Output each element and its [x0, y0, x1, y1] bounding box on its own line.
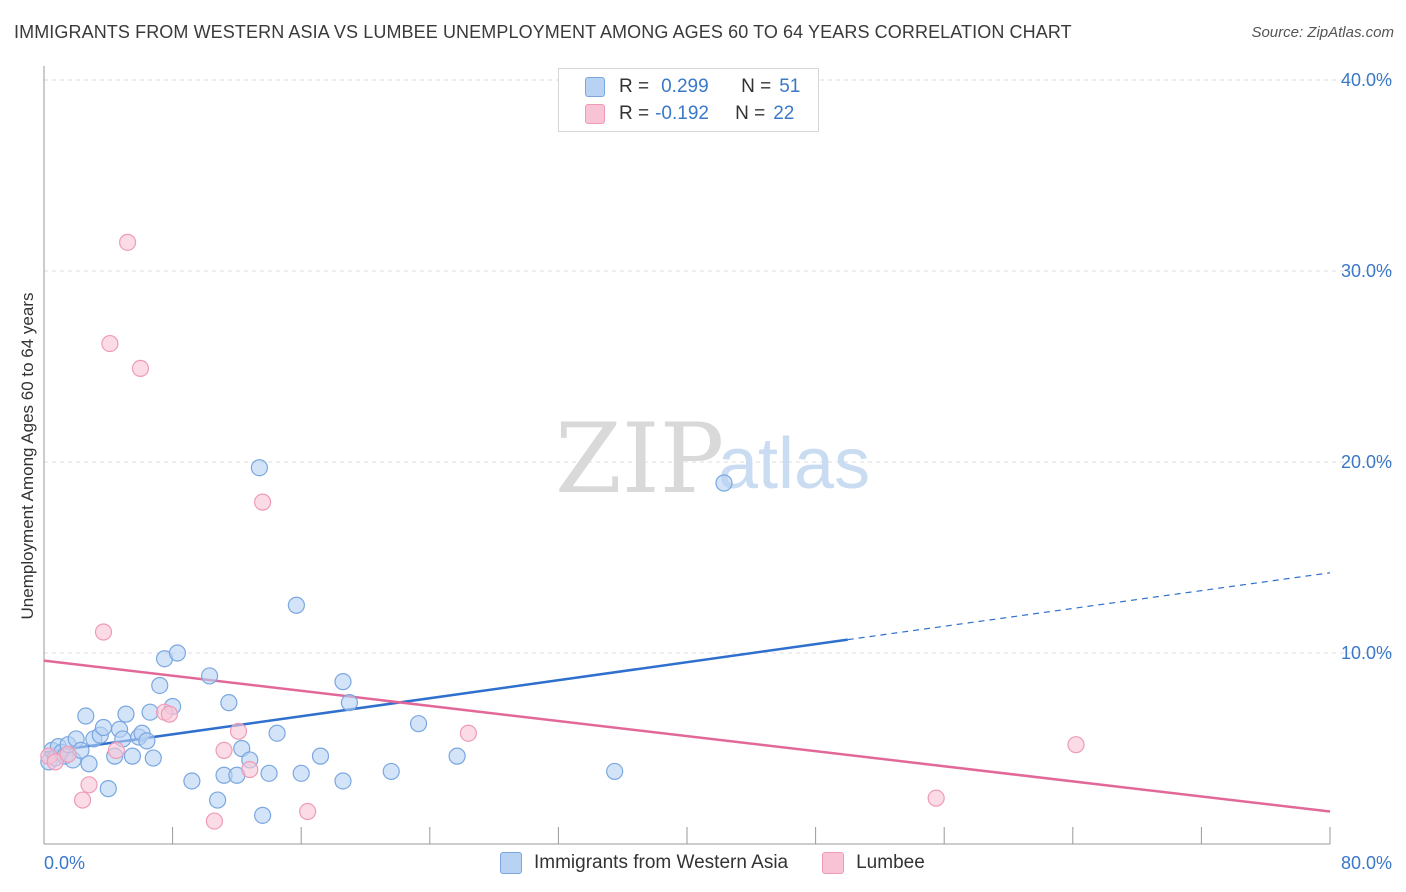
- lumbee-point: [205, 812, 223, 830]
- legend-label: Lumbee: [856, 852, 925, 873]
- y-axis-label: Unemployment Among Ages 60 to 64 years: [18, 292, 37, 620]
- lumbee-point: [215, 741, 233, 760]
- grid-lines: [44, 79, 1392, 654]
- lumbee-point: [73, 791, 92, 809]
- western-asia-point: [183, 772, 201, 790]
- trend-line: [43, 659, 1331, 813]
- n-label: N =: [735, 103, 766, 124]
- trend-line-extension: [847, 572, 1331, 641]
- n-value: 22: [773, 103, 795, 124]
- lumbee-point: [131, 359, 150, 378]
- western-asia-swatch: [500, 852, 522, 874]
- western-asia-point: [94, 718, 113, 737]
- western-asia-point: [409, 715, 428, 733]
- n-value: 51: [779, 76, 801, 97]
- legend-label: Immigrants from Western Asia: [534, 852, 789, 873]
- lumbee-point: [459, 724, 477, 742]
- western-asia-point: [382, 762, 400, 781]
- lumbee-point: [241, 760, 259, 779]
- western-asia-swatch: [585, 77, 605, 97]
- lumbee-point: [1067, 736, 1085, 754]
- western-asia-point: [141, 703, 159, 721]
- lumbee-point: [229, 722, 248, 740]
- r-value: -0.192: [655, 103, 709, 124]
- y-tick-label: 40.0%: [1341, 70, 1392, 90]
- western-asia-point: [77, 707, 95, 725]
- western-asia-point: [448, 747, 466, 765]
- western-asia-point: [80, 755, 98, 773]
- r-label: R =: [619, 103, 650, 124]
- data-points: [40, 233, 1085, 830]
- western-asia-point: [268, 724, 286, 742]
- trend-lines: [43, 572, 1331, 813]
- western-asia-point: [715, 474, 733, 492]
- western-asia-point: [168, 644, 187, 662]
- western-asia-point: [292, 764, 310, 782]
- axes: [43, 66, 1331, 845]
- western-asia-point: [340, 694, 359, 712]
- western-asia-point: [311, 747, 330, 765]
- lumbee-point: [254, 493, 272, 511]
- r-label: R =: [619, 76, 650, 97]
- western-asia-point: [220, 694, 238, 712]
- western-asia-point: [334, 772, 352, 790]
- legend-row-western-asia: R = 0.299 N = 51: [585, 74, 800, 100]
- western-asia-point: [138, 732, 156, 750]
- lumbee-point: [107, 741, 125, 760]
- western-asia-point: [151, 676, 169, 695]
- western-asia-point: [123, 747, 142, 765]
- stats-legend: R = 0.299 N = 51 R = -0.192 N = 22: [558, 68, 819, 132]
- lumbee-swatch: [822, 852, 845, 874]
- r-value: 0.299: [661, 76, 709, 97]
- legend-row-lumbee: R = -0.192 N = 22: [585, 101, 794, 127]
- x-tick-label: 0.0%: [44, 853, 85, 873]
- lumbee-point: [118, 233, 137, 251]
- lumbee-point: [80, 776, 98, 794]
- chart-title: IMMIGRANTS FROM WESTERN ASIA VS LUMBEE U…: [14, 22, 1072, 42]
- western-asia-point: [250, 459, 269, 477]
- lumbee-point: [94, 623, 113, 641]
- series-legend: Immigrants from Western Asia Lumbee: [500, 852, 959, 874]
- western-asia-point: [606, 762, 624, 781]
- trend-line: [43, 638, 848, 754]
- y-tick-label: 10.0%: [1341, 643, 1392, 663]
- legend-item-lumbee: Lumbee: [822, 852, 925, 874]
- western-asia-point: [117, 705, 135, 723]
- western-asia-point: [260, 764, 278, 782]
- x-tick-label: 80.0%: [1341, 853, 1392, 873]
- tick-labels: 10.0% 20.0% 30.0% 40.0% 0.0% 80.0%: [44, 70, 1392, 873]
- western-asia-point: [200, 667, 219, 685]
- watermark-atlas: atlas: [718, 424, 870, 504]
- y-tick-label: 20.0%: [1341, 452, 1392, 472]
- lumbee-swatch: [585, 104, 605, 124]
- lumbee-point: [101, 334, 119, 353]
- western-asia-point: [99, 780, 117, 798]
- lumbee-point: [59, 745, 77, 763]
- legend-item-western-asia: Immigrants from Western Asia: [500, 852, 788, 874]
- n-label: N =: [741, 76, 772, 97]
- western-asia-point: [334, 673, 352, 691]
- lumbee-point: [927, 789, 945, 807]
- western-asia-point: [254, 806, 272, 824]
- y-tick-label: 30.0%: [1341, 261, 1392, 281]
- watermark-zip: ZIP: [555, 403, 724, 515]
- source-label: Source: ZipAtlas.com: [1251, 24, 1394, 41]
- western-asia-point: [209, 791, 227, 809]
- lumbee-point: [46, 753, 64, 771]
- western-asia-point: [144, 749, 162, 767]
- lumbee-point: [299, 802, 317, 821]
- western-asia-point: [287, 596, 305, 614]
- lumbee-point: [160, 705, 178, 723]
